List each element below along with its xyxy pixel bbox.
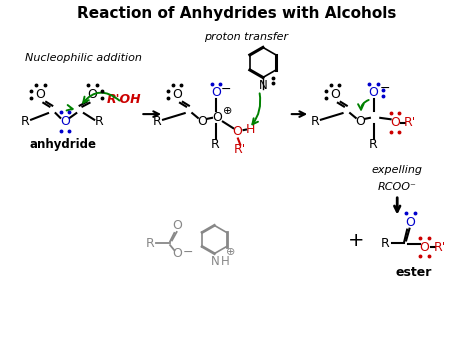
Text: expelling: expelling <box>372 165 423 175</box>
Text: O: O <box>173 247 182 260</box>
Text: Reaction of Anhydrides with Alcohols: Reaction of Anhydrides with Alcohols <box>77 6 397 21</box>
Text: O: O <box>173 219 182 232</box>
Text: O: O <box>213 111 223 124</box>
Text: R: R <box>210 138 219 151</box>
Text: −: − <box>221 83 231 96</box>
Text: O: O <box>419 240 429 253</box>
Text: O: O <box>60 115 70 128</box>
Text: H: H <box>246 122 255 136</box>
Text: −: − <box>183 246 193 259</box>
Text: O: O <box>390 116 400 129</box>
Text: R': R' <box>234 143 246 156</box>
Text: O: O <box>172 88 182 101</box>
Text: ⊕: ⊕ <box>223 106 232 116</box>
Text: proton transfer: proton transfer <box>204 32 289 42</box>
Text: H: H <box>221 255 230 268</box>
Text: R: R <box>381 237 390 250</box>
Text: ester: ester <box>395 266 432 279</box>
Text: R': R' <box>434 240 446 253</box>
Text: R: R <box>153 115 161 128</box>
Text: O: O <box>405 215 415 229</box>
Text: O: O <box>356 115 365 128</box>
Text: +: + <box>347 231 364 250</box>
Text: −: − <box>380 82 390 95</box>
Text: O: O <box>369 87 379 99</box>
Text: N: N <box>258 80 267 92</box>
Text: O: O <box>232 125 242 138</box>
Text: N: N <box>211 255 219 268</box>
Text: anhydride: anhydride <box>29 138 96 151</box>
Text: O: O <box>87 88 97 101</box>
Text: ⊕: ⊕ <box>226 247 236 257</box>
Text: O: O <box>330 88 340 101</box>
Text: RCOO⁻: RCOO⁻ <box>378 182 417 192</box>
Text: O: O <box>211 87 221 99</box>
Text: Nucleophilic addition: Nucleophilic addition <box>26 53 142 63</box>
Text: R'OH: R'OH <box>107 93 141 105</box>
Text: R: R <box>310 115 319 128</box>
Text: R: R <box>20 115 29 128</box>
Text: R: R <box>368 138 377 151</box>
Text: R: R <box>146 237 154 250</box>
Text: O: O <box>198 115 208 128</box>
Text: O: O <box>36 88 46 101</box>
Text: R: R <box>94 115 103 128</box>
Text: R': R' <box>404 116 416 129</box>
